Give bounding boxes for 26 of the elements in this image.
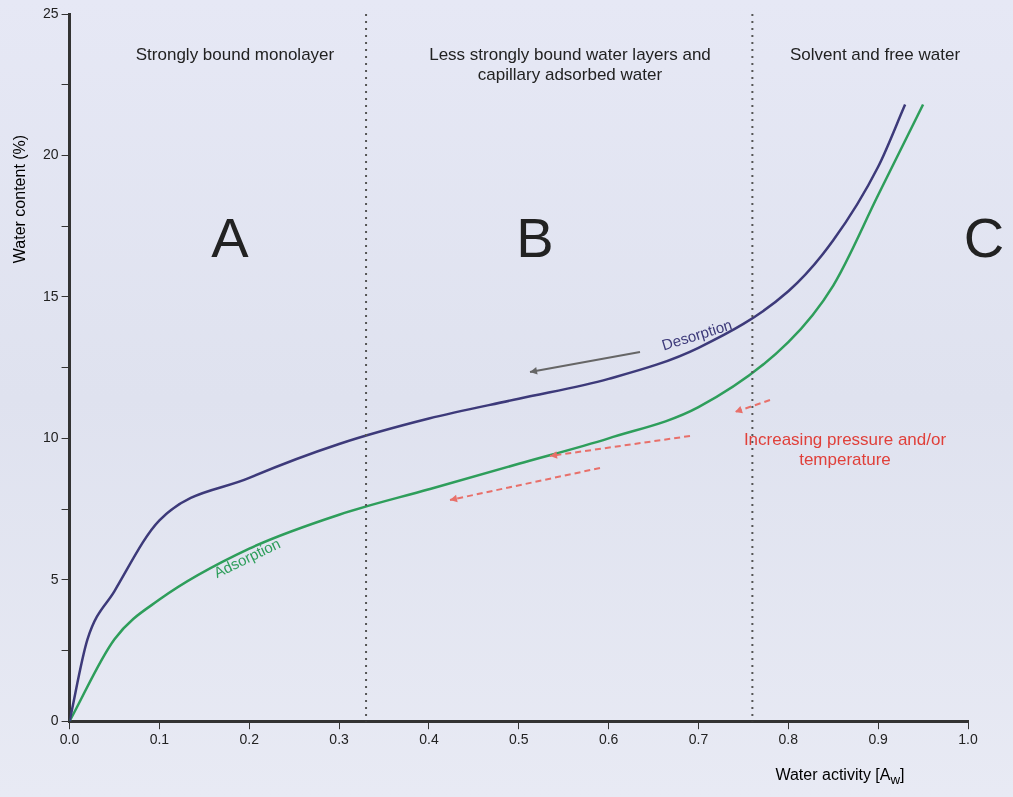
x-tick-label: 0.0 [59, 731, 80, 748]
y-tick-label: 15 [42, 287, 59, 304]
annotation: Less strongly bound water layers and capillary adsorbed water [428, 45, 712, 85]
x-tick-label: 0.2 [239, 731, 260, 748]
y-tick-label: 10 [42, 429, 59, 446]
y-axis-title: Water content (%) [11, 133, 29, 266]
annotation: Strongly bound monolayer [134, 45, 336, 65]
y-tick-label: 5 [50, 570, 59, 587]
x-tick-label: 1.0 [958, 731, 978, 748]
x-tick-label: 0.7 [688, 731, 709, 748]
annotation: B [515, 206, 555, 269]
x-tick-label: 0.9 [868, 731, 889, 748]
annotation: A [210, 206, 250, 269]
x-axis-title: Water activity [A$_{w}$] [774, 766, 906, 788]
y-tick-label: 20 [42, 146, 59, 163]
x-tick-label: 0.4 [419, 731, 439, 748]
y-tick-label: 25 [42, 4, 59, 21]
annotation: Increasing pressure and/or temperature [742, 430, 948, 470]
annotation: Solvent and free water [788, 45, 962, 65]
x-tick-label: 0.8 [778, 731, 799, 748]
x-tick-label: 0.6 [598, 731, 619, 748]
annotation: C [962, 206, 1006, 269]
x-tick-label: 0.1 [149, 731, 170, 748]
x-tick-label: 0.3 [329, 731, 350, 748]
y-tick-label: 0 [50, 712, 59, 729]
x-tick-label: 0.5 [509, 731, 529, 748]
